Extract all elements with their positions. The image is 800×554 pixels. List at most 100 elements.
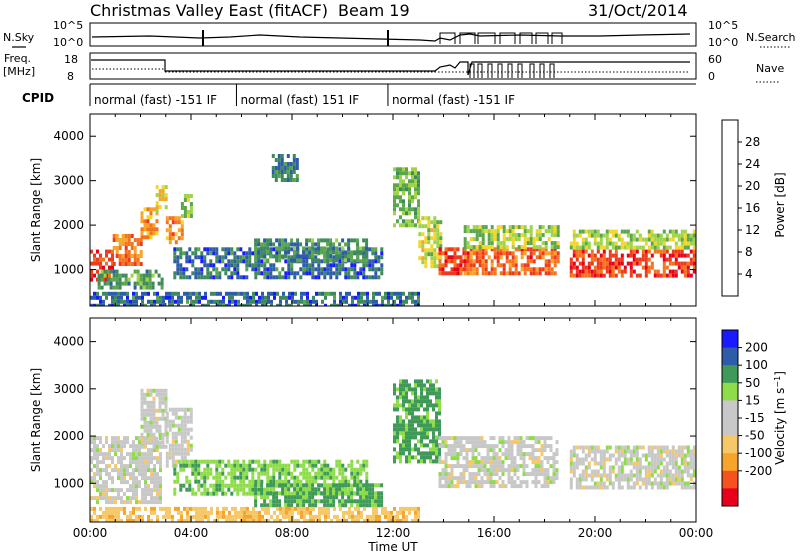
data-cell [135,500,138,505]
data-cell [287,250,291,255]
data-cell [393,383,396,388]
data-cell [182,271,186,276]
data-cell [356,254,360,259]
data-cell [308,471,312,476]
data-cell [111,488,114,493]
data-cell [505,247,509,252]
data-cell [593,237,597,242]
data-cell [438,472,442,477]
data-cell [278,463,282,468]
data-cell [320,250,324,255]
data-cell [411,399,414,404]
data-cell [599,241,603,246]
data-cell [206,467,210,472]
data-cell [608,257,612,262]
data-cell [553,247,557,252]
x-axis-label: Time UT [367,540,418,554]
data-cell [272,254,276,259]
data-cell [423,435,426,440]
data-cell [251,475,255,480]
data-cell [647,445,651,450]
data-cell [174,415,178,420]
data-cell [469,229,473,234]
data-cell [436,252,440,257]
data-cell [469,255,473,260]
data-cell [185,475,189,480]
data-cell [686,237,690,242]
data-cell [432,439,435,444]
data-cell [269,263,273,268]
data-cell [177,415,181,420]
data-cell [290,459,294,464]
data-cell [216,518,219,522]
data-cell [188,487,192,492]
data-cell [532,267,536,272]
data-cell [168,510,171,515]
data-cell [417,439,420,444]
data-cell [194,479,198,484]
data-cell [272,499,276,504]
data-cell [152,388,156,393]
colorbar-tick-label: 28 [745,135,760,149]
data-cell [185,255,189,260]
data-cell [596,241,600,246]
data-cell [135,468,138,473]
data-cell [246,506,249,511]
data-cell [263,254,267,259]
data-cell [215,491,219,496]
noise-panel [89,22,697,47]
data-cell [662,449,666,454]
data-cell [408,451,411,456]
data-cell [143,408,147,413]
data-cell [492,444,496,449]
data-cell [248,459,252,464]
data-cell [520,245,524,250]
data-cell [405,411,408,416]
data-cell [146,428,150,433]
data-cell [668,457,672,462]
data-cell [487,229,491,234]
data-cell [620,473,624,478]
data-cell [656,241,660,246]
data-cell [191,263,195,268]
data-cell [377,503,381,508]
data-cell [498,440,502,445]
data-cell [499,263,503,268]
data-cell [176,479,180,484]
data-cell [288,510,291,515]
data-cell [318,291,321,296]
data-cell [320,246,324,251]
data-cell [505,271,509,276]
data-cell [312,299,315,304]
data-cell [671,465,675,470]
data-cell [596,473,600,478]
data-cell [323,254,327,259]
data-cell [432,431,435,436]
data-cell [227,471,231,476]
data-cell [692,461,696,466]
data-cell [462,472,466,477]
data-cell [411,415,414,420]
data-cell [285,295,288,300]
data-cell [338,271,342,276]
data-cell [363,303,366,306]
data-cell [158,392,162,397]
data-cell [126,518,129,522]
data-cell [323,250,327,255]
data-cell [683,229,687,234]
data-cell [123,472,126,477]
data-cell [626,449,630,454]
data-cell [620,449,624,454]
data-cell [242,479,246,484]
data-cell [276,291,279,296]
data-cell [472,271,476,276]
data-cell [575,453,579,458]
data-cell [399,167,402,172]
data-cell [674,473,678,478]
data-cell [378,291,381,296]
data-cell [99,472,102,477]
data-cell [155,392,159,397]
data-cell [171,216,175,221]
frequency-trace [91,59,690,76]
data-cell [641,253,645,258]
